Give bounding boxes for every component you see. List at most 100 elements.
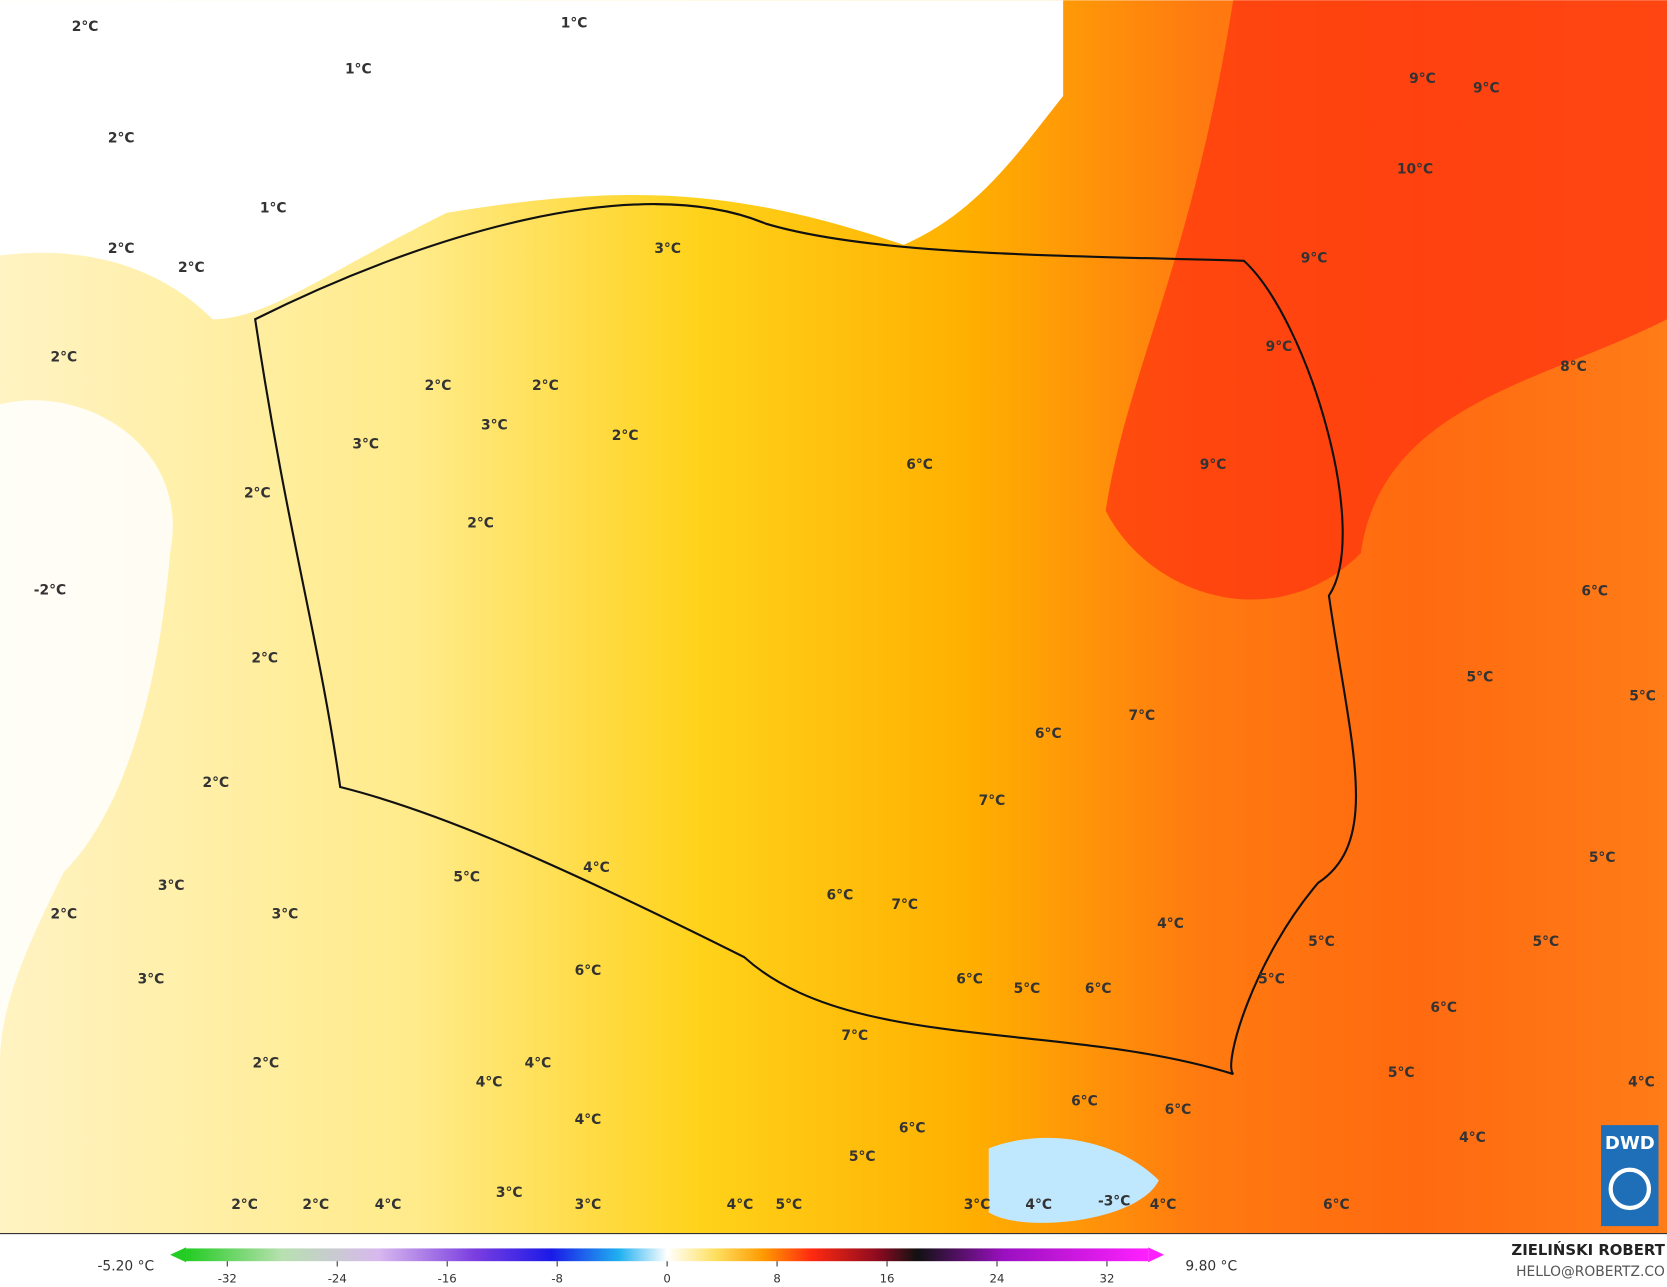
temp-label: 2°C: [425, 378, 452, 394]
contact: HELLO@ROBERTZ.CO: [1516, 1264, 1665, 1280]
colorbar-tick-label: -32: [218, 1271, 237, 1285]
temp-label: 1°C: [260, 201, 287, 217]
author: ZIELIŃSKI ROBERT: [1511, 1241, 1665, 1259]
temp-label: 6°C: [1085, 981, 1112, 997]
temp-label: 5°C: [1467, 670, 1494, 686]
temp-label: 6°C: [1165, 1102, 1192, 1118]
temp-label: 5°C: [1589, 850, 1616, 866]
temp-label: 6°C: [899, 1120, 926, 1136]
temp-label: 2°C: [178, 260, 205, 276]
temp-label: 2°C: [50, 350, 77, 366]
colorbar-min-arrow: [170, 1247, 187, 1263]
temp-label: 3°C: [481, 418, 508, 434]
temp-label: 4°C: [575, 1112, 602, 1128]
temp-label: 4°C: [583, 860, 610, 876]
temp-label: 4°C: [1157, 916, 1184, 932]
temp-label: 7°C: [891, 897, 918, 913]
colorbar-tick-label: 8: [773, 1271, 780, 1285]
temp-label: 6°C: [1323, 1197, 1350, 1213]
colorbar-tick-label: 16: [880, 1271, 895, 1285]
temp-label: 4°C: [375, 1197, 402, 1213]
temp-label: 8°C: [1560, 359, 1587, 375]
temp-label: 6°C: [906, 457, 933, 473]
min-value: -5.20 °C: [97, 1259, 154, 1275]
temp-label: -3°C: [1098, 1194, 1130, 1210]
temp-label: 3°C: [158, 878, 185, 894]
temp-label: 3°C: [964, 1197, 991, 1213]
temp-label: 7°C: [1128, 708, 1155, 724]
temp-label: 5°C: [1388, 1065, 1415, 1081]
temp-label: 6°C: [1581, 583, 1608, 599]
temp-label: 2°C: [231, 1197, 258, 1213]
temp-label: 6°C: [1071, 1094, 1098, 1110]
temp-label: 10°C: [1397, 161, 1433, 177]
temp-label: 5°C: [1532, 934, 1559, 950]
temp-label: 2°C: [302, 1197, 329, 1213]
max-value: 9.80 °C: [1185, 1259, 1237, 1275]
temp-label: 2°C: [108, 241, 135, 257]
temp-label: 2°C: [202, 775, 229, 791]
temp-label: 2°C: [72, 19, 99, 35]
temp-label: 7°C: [979, 793, 1006, 809]
logo-text: DWD: [1605, 1133, 1655, 1154]
temp-label: 6°C: [827, 887, 854, 903]
temp-label: 9°C: [1473, 81, 1500, 97]
colorbar-tick-label: -8: [551, 1271, 563, 1285]
temp-label: 2°C: [252, 1055, 279, 1071]
temp-label: 3°C: [272, 907, 299, 923]
temp-label: 6°C: [1035, 726, 1062, 742]
temp-label: 9°C: [1200, 457, 1227, 473]
temp-label: 5°C: [1629, 689, 1656, 705]
cold-mountain-area: [988, 1137, 1159, 1223]
cold-area: [0, 400, 173, 1064]
colorbar-tick-label: -24: [328, 1271, 347, 1285]
colorbar: [186, 1248, 1149, 1262]
temp-label: 3°C: [496, 1185, 523, 1201]
colorbar-tick-label: 24: [990, 1271, 1005, 1285]
temp-label: -2°C: [34, 582, 66, 598]
logo-swirl: [1608, 1167, 1652, 1211]
temp-label: 4°C: [1025, 1197, 1052, 1213]
temp-label: 1°C: [561, 16, 588, 32]
colorbar-tick-label: 32: [1100, 1271, 1115, 1285]
temp-label: 2°C: [251, 650, 278, 666]
temp-label: 5°C: [1308, 934, 1335, 950]
colorbar-max-arrow: [1148, 1247, 1165, 1263]
temp-label: 2°C: [467, 515, 494, 531]
temp-label: 2°C: [532, 378, 559, 394]
temp-label: 3°C: [352, 437, 379, 453]
warm-area: [1105, 0, 1667, 600]
temp-label: 2°C: [244, 486, 271, 502]
colorbar-tick-label: 0: [663, 1271, 670, 1285]
temp-label: 5°C: [1014, 981, 1041, 997]
temp-label: 4°C: [1628, 1075, 1655, 1091]
temp-label: 9°C: [1301, 251, 1328, 267]
temp-label: 4°C: [1150, 1197, 1177, 1213]
temp-label: 2°C: [50, 907, 77, 923]
temp-label: 3°C: [138, 971, 165, 987]
temp-label: 6°C: [1430, 1000, 1457, 1016]
country-border: [253, 203, 1357, 1076]
temp-label: 5°C: [776, 1197, 803, 1213]
temp-label: 5°C: [849, 1149, 876, 1165]
temp-label: 4°C: [727, 1197, 754, 1213]
temp-label: 2°C: [612, 428, 639, 444]
temp-label: 2°C: [108, 131, 135, 147]
temp-label: 9°C: [1409, 71, 1436, 87]
temp-label: 4°C: [1459, 1130, 1486, 1146]
temp-label: 6°C: [956, 971, 983, 987]
temp-label: 7°C: [841, 1028, 868, 1044]
temp-label: 4°C: [525, 1055, 552, 1071]
temp-label: 5°C: [1258, 971, 1285, 987]
colorbar-tick-label: -16: [438, 1271, 457, 1285]
temp-label: 1°C: [345, 61, 372, 77]
temp-label: 4°C: [476, 1075, 503, 1091]
temp-label: 9°C: [1266, 339, 1293, 355]
temp-label: 5°C: [453, 869, 480, 885]
temp-label: 6°C: [575, 963, 602, 979]
temp-label: 3°C: [654, 241, 681, 257]
temp-label: 3°C: [575, 1197, 602, 1213]
sea: [0, 0, 1064, 320]
